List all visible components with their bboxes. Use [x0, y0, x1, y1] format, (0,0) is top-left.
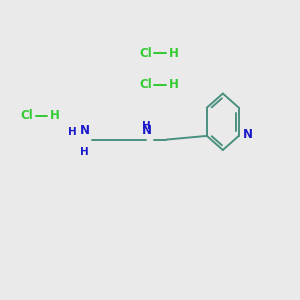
- Text: H: H: [50, 109, 60, 122]
- Text: N: N: [141, 124, 152, 137]
- Text: H: H: [169, 47, 178, 60]
- Text: Cl: Cl: [140, 47, 152, 60]
- Text: N: N: [243, 128, 253, 142]
- Text: H: H: [68, 127, 76, 136]
- Text: Cl: Cl: [21, 109, 34, 122]
- Text: Cl: Cl: [140, 78, 152, 91]
- Text: H: H: [142, 121, 151, 131]
- Text: H: H: [169, 78, 178, 91]
- Text: H: H: [80, 147, 89, 157]
- Text: N: N: [80, 124, 90, 136]
